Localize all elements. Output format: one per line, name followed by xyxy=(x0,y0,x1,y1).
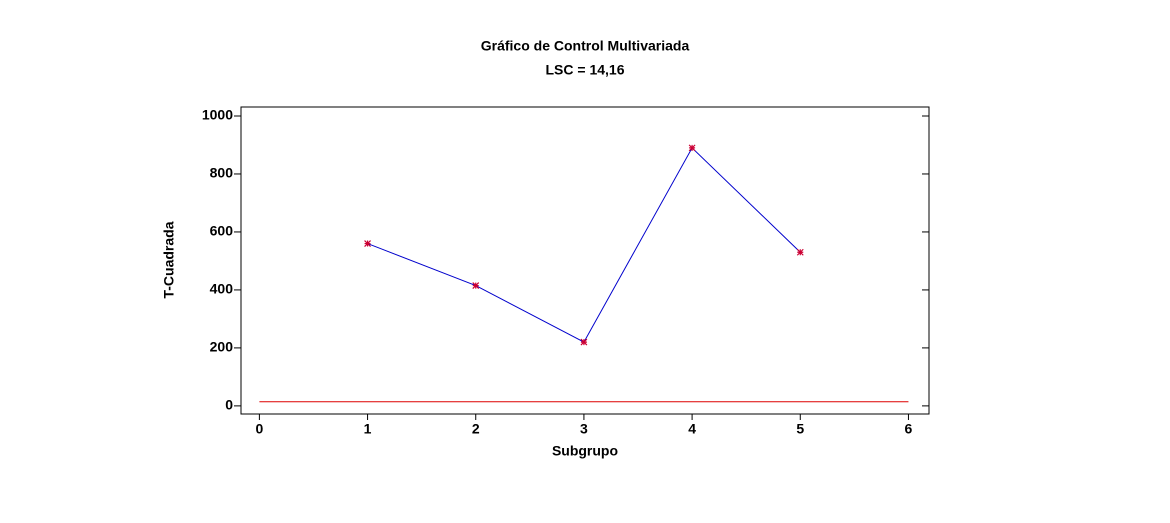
x-tick-label: 2 xyxy=(472,421,480,437)
y-tick-label: 0 xyxy=(225,397,233,413)
y-tick-label: 1000 xyxy=(202,107,233,123)
y-tick-label: 400 xyxy=(210,281,234,297)
y-tick-label: 800 xyxy=(210,165,234,181)
chart-subtitle: LSC = 14,16 xyxy=(546,62,625,78)
x-axis-label: Subgrupo xyxy=(552,443,618,459)
chart-title: Gráfico de Control Multivariada xyxy=(481,38,690,54)
x-tick-label: 3 xyxy=(580,421,588,437)
x-tick-label: 0 xyxy=(255,421,263,437)
data-line xyxy=(367,147,801,343)
x-tick-label: 6 xyxy=(905,421,913,437)
point-marker xyxy=(472,282,480,290)
x-tick-label: 1 xyxy=(364,421,372,437)
x-tick-label: 4 xyxy=(688,421,696,437)
y-axis-label: T-Cuadrada xyxy=(161,221,177,298)
y-tick-label: 200 xyxy=(210,339,234,355)
x-tick-label: 5 xyxy=(796,421,804,437)
point-marker xyxy=(796,248,804,256)
plot-frame xyxy=(240,106,930,415)
point-marker xyxy=(364,240,371,247)
point-marker xyxy=(688,144,696,152)
point-marker xyxy=(580,338,588,346)
y-tick-label: 600 xyxy=(210,223,234,239)
